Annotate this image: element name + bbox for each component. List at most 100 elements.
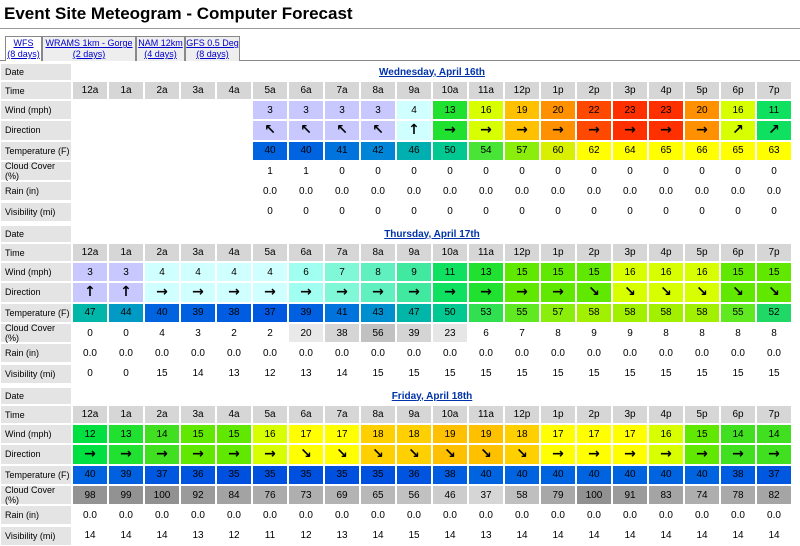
- temperature-cell: 39: [180, 302, 216, 323]
- wind-cell: 22: [576, 100, 612, 121]
- rain-cell: 0.0: [360, 181, 396, 202]
- hour-cell: 2p: [576, 405, 612, 424]
- rain-cell: 0.0: [144, 505, 180, 526]
- temperature-cell: 53: [468, 302, 504, 323]
- date-heading[interactable]: Wednesday, April 16th: [72, 63, 792, 81]
- cloud-cell: 2: [252, 322, 288, 344]
- wind-cell: 13: [432, 100, 468, 121]
- tab[interactable]: WFS (8 days): [5, 36, 42, 61]
- visibility-cell: 14: [720, 525, 756, 546]
- tab-name[interactable]: GFS 0.5 Deg: [186, 38, 239, 48]
- hour-cell: 6p: [720, 243, 756, 262]
- rain-cell: 0.0: [324, 181, 360, 202]
- tab-days[interactable]: (8 days): [7, 49, 40, 59]
- rain-cell: 0.0: [612, 505, 648, 526]
- temperature-cell: 40: [540, 464, 576, 485]
- hour-cell: 4a: [216, 405, 252, 424]
- tab-name[interactable]: NAM 12km: [138, 38, 183, 48]
- date-heading[interactable]: Thursday, April 17th: [72, 225, 792, 243]
- visibility-cell: 0: [72, 363, 108, 384]
- visibility-cell: 14: [576, 525, 612, 546]
- visibility-cell: 12: [288, 525, 324, 546]
- wind-cell: 4: [144, 262, 180, 283]
- tab-days[interactable]: (8 days): [196, 49, 229, 59]
- temperature-cell: 47: [72, 302, 108, 323]
- tab-days[interactable]: (4 days): [144, 49, 177, 59]
- wind-cell: 16: [720, 100, 756, 121]
- visibility-cell: 0: [540, 201, 576, 222]
- temperature-cell: 62: [576, 140, 612, 161]
- rain-cell: 0.0: [432, 181, 468, 202]
- date-heading[interactable]: Friday, April 18th: [72, 387, 792, 405]
- wind-cell: 15: [720, 262, 756, 283]
- cloud-cell: 56: [360, 322, 396, 344]
- visibility-cell: 13: [324, 525, 360, 546]
- cloud-cell: [144, 160, 180, 182]
- rain-cell: 0.0: [756, 505, 792, 526]
- direction-cell: [72, 120, 108, 141]
- rain-cell: 0.0: [180, 343, 216, 364]
- wind-cell: 23: [648, 100, 684, 121]
- temperature-cell: 47: [396, 302, 432, 323]
- visibility-cell: 0: [648, 201, 684, 222]
- temperature-cell: 57: [540, 302, 576, 323]
- rain-cell: 0.0: [540, 181, 576, 202]
- rain-cell: 0.0: [252, 505, 288, 526]
- rain-cell: 0.0: [252, 181, 288, 202]
- tab[interactable]: GFS 0.5 Deg (8 days): [185, 36, 240, 61]
- direction-cell: →: [144, 282, 180, 303]
- rain-cell: 0.0: [612, 343, 648, 364]
- cloud-cell: 92: [180, 484, 216, 506]
- visibility-cell: 0: [360, 201, 396, 222]
- hour-cell: 2p: [576, 243, 612, 262]
- rain-cell: 0.0: [432, 343, 468, 364]
- cloud-cell: [108, 160, 144, 182]
- temperature-cell: 50: [432, 302, 468, 323]
- wind-cell: 18: [360, 424, 396, 445]
- visibility-cell: 14: [612, 525, 648, 546]
- temperature-cell: 38: [720, 464, 756, 485]
- tab[interactable]: WRAMS 1km - Gorge (2 days): [42, 36, 136, 61]
- visibility-cell: 15: [144, 363, 180, 384]
- visibility-cell: 15: [468, 363, 504, 384]
- wind-cell: 16: [612, 262, 648, 283]
- temperature-cell: 64: [612, 140, 648, 161]
- tab-days[interactable]: (2 days): [72, 49, 106, 59]
- cloud-cell: 0: [360, 160, 396, 182]
- hour-cell: 1a: [108, 81, 144, 100]
- rain-cell: 0.0: [432, 505, 468, 526]
- visibility-cell: 15: [720, 363, 756, 384]
- cloud-cell: 100: [576, 484, 612, 506]
- cloud-cell: 9: [612, 322, 648, 344]
- cloud-cell: 84: [216, 484, 252, 506]
- hour-cell: 8a: [360, 243, 396, 262]
- temperature-cell: 52: [756, 302, 792, 323]
- hour-cell: 2a: [144, 81, 180, 100]
- rain-cell: 0.0: [288, 343, 324, 364]
- tab-name[interactable]: WFS: [13, 38, 34, 48]
- hour-cell: 4p: [648, 243, 684, 262]
- cloud-cell: 82: [756, 484, 792, 506]
- wind-cell: 16: [252, 424, 288, 445]
- tab[interactable]: NAM 12km (4 days): [136, 36, 185, 61]
- wind-cell: 11: [756, 100, 792, 121]
- rain-cell: 0.0: [612, 181, 648, 202]
- temperature-cell: 65: [720, 140, 756, 161]
- direction-cell: →: [432, 282, 468, 303]
- direction-cell: →: [396, 282, 432, 303]
- direction-cell: →: [540, 282, 576, 303]
- rain-cell: 0.0: [72, 505, 108, 526]
- temperature-cell: 55: [504, 302, 540, 323]
- wind-cell: 14: [756, 424, 792, 445]
- row-label: Wind (mph): [0, 100, 72, 121]
- tab-name[interactable]: WRAMS 1km - Gorge: [45, 38, 133, 48]
- wind-cell: 23: [612, 100, 648, 121]
- temperature-cell: 43: [360, 302, 396, 323]
- direction-cell: →: [684, 120, 720, 141]
- wind-cell: 3: [72, 262, 108, 283]
- hour-cell: 3a: [180, 243, 216, 262]
- direction-cell: →: [432, 120, 468, 141]
- row-label: Visibility (mi): [0, 201, 72, 222]
- row-label: Rain (in): [0, 181, 72, 202]
- row-label: Temperature (F): [0, 302, 72, 323]
